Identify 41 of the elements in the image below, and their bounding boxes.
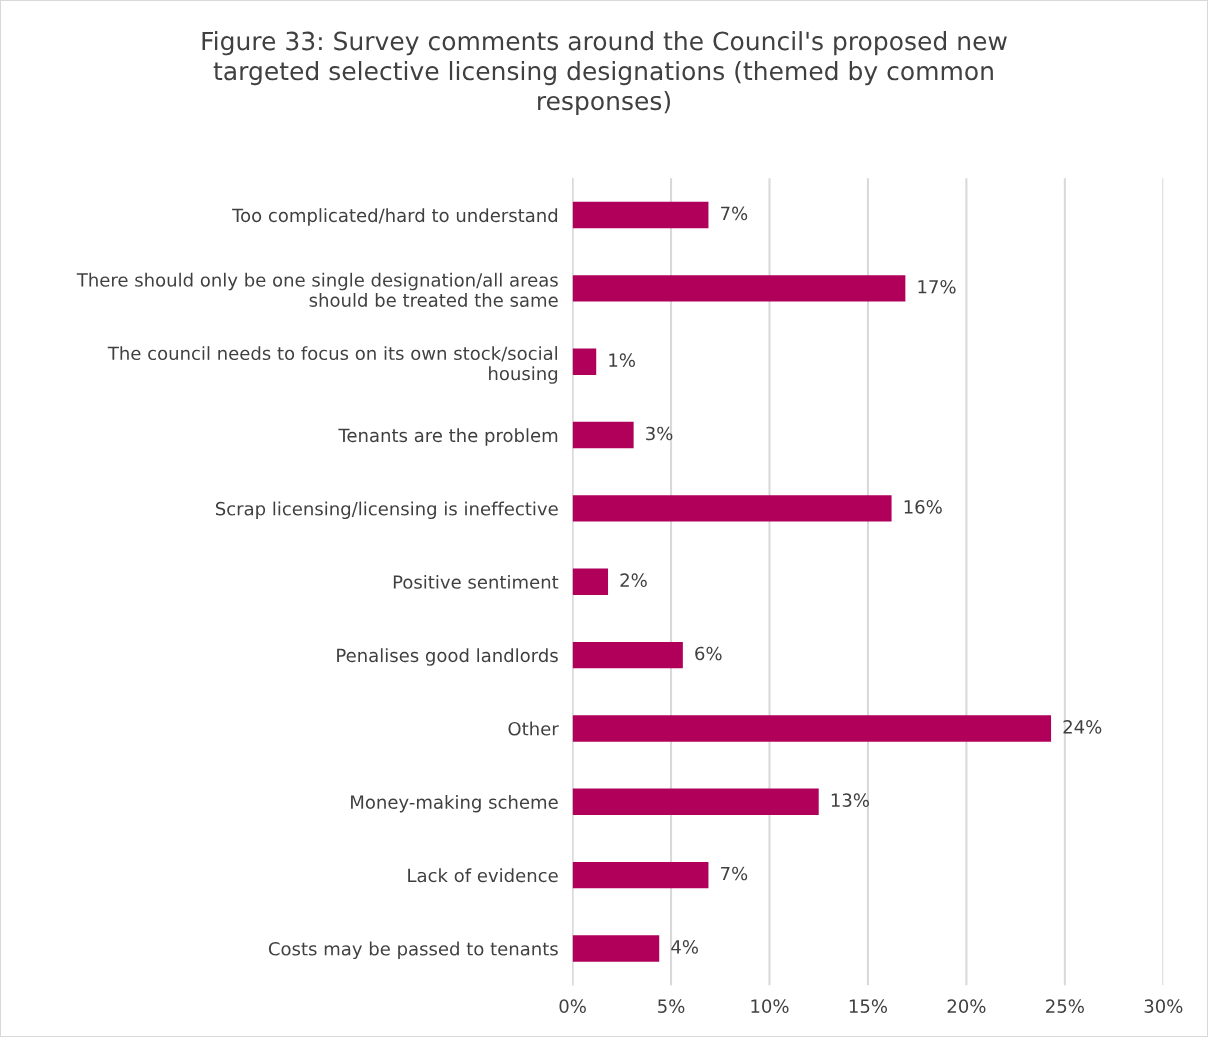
data-label: 2% (620, 573, 647, 587)
bar (572, 568, 609, 595)
bar (572, 641, 683, 669)
bar (572, 715, 1052, 742)
data-label: 7% (721, 206, 748, 221)
y-tick-label: Penalises good landlords (337, 648, 558, 666)
y-tick-label: Other (508, 721, 559, 736)
data-label: 4% (671, 940, 698, 954)
bar (572, 421, 634, 449)
bar (572, 275, 906, 302)
data-label: 13% (831, 793, 869, 808)
bar (572, 495, 892, 522)
y-tick-label: Costs may be passed to tenants (268, 941, 558, 960)
bar (572, 788, 819, 815)
data-label: 3% (646, 426, 673, 441)
y-tick-label: There should only be one single designation/all areas should be treated the same (76, 272, 558, 307)
y-tick-label: Tenants are the problem (338, 428, 558, 446)
y-tick-label: Positive sentiment (393, 574, 559, 589)
y-tick-label: Money-making scheme (351, 794, 558, 813)
data-label: 16% (904, 499, 942, 514)
data-label: 24% (1063, 720, 1102, 734)
bar (572, 935, 660, 962)
bar (572, 201, 709, 229)
x-tick-label: 20% (947, 999, 986, 1014)
x-tick-label: 15% (849, 999, 888, 1014)
x-tick-label: 5% (658, 999, 685, 1014)
x-tick-label: 0% (559, 999, 586, 1014)
bar (572, 348, 597, 375)
x-tick-label: 25% (1046, 999, 1084, 1014)
y-tick-label: The council needs to focus on its own stock/social housing (107, 346, 558, 384)
y-tick-label: Scrap licensing/licensing is ineffective (215, 501, 558, 520)
y-tick-label: Lack of evidence (408, 868, 558, 883)
data-label: 1% (609, 353, 635, 367)
chart-title: Figure 33: Survey comments around the Council's proposed new targeted selective licensing designations (themed by common responses) (202, 31, 1007, 116)
data-label: 17% (918, 279, 956, 294)
bar (572, 861, 709, 889)
data-label: 7% (721, 866, 748, 881)
x-tick-label: 10% (751, 999, 789, 1014)
y-tick-label: Too complicated/hard to understand (232, 208, 558, 226)
x-tick-label: 30% (1144, 999, 1183, 1014)
data-label: 6% (695, 646, 722, 661)
